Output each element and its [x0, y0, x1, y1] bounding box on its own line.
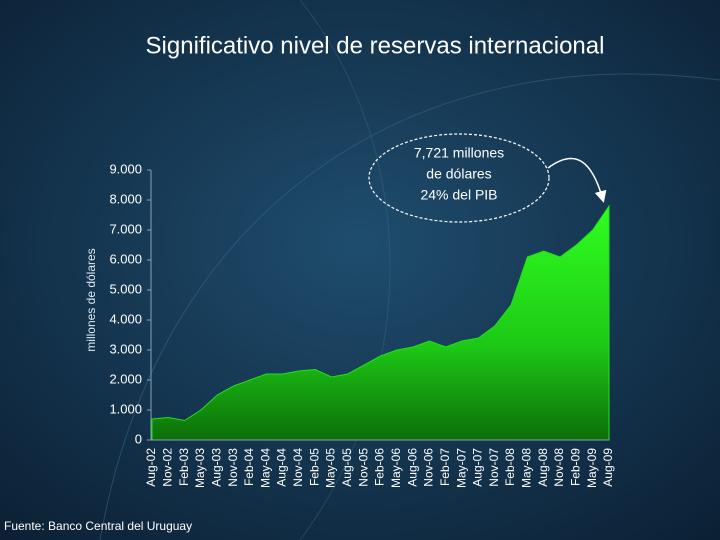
x-tick-label: Aug-04 — [275, 448, 289, 487]
chart-title: Significativo nivel de reservas internac… — [146, 32, 605, 59]
x-tick-label: May-06 — [389, 448, 403, 488]
x-tick-label: Aug-08 — [536, 448, 550, 487]
y-tick-label: 9.000 — [109, 161, 142, 176]
y-tick-label: 2.000 — [109, 371, 142, 386]
x-tick-label: Feb-04 — [242, 448, 256, 486]
annotation: de dólares — [426, 166, 491, 182]
y-tick-label: 8.000 — [109, 191, 142, 206]
annotation-arrow — [547, 157, 607, 203]
x-tick-label: Feb-05 — [307, 448, 321, 486]
y-axis-label: millones de dólares — [84, 248, 98, 351]
x-tick-label: Aug-09 — [601, 448, 615, 487]
annotation-ellipse — [368, 133, 550, 223]
x-tick-label: May-09 — [585, 448, 599, 488]
y-tick-label: 6.000 — [109, 251, 142, 266]
y-tick-label: 5.000 — [109, 281, 142, 296]
x-tick-label: Feb-07 — [438, 448, 452, 486]
x-tick-label: Nov-08 — [552, 448, 566, 487]
y-tick-label: 7.000 — [109, 221, 142, 236]
y-tick-label: 1.000 — [109, 401, 142, 416]
x-tick-label: May-05 — [324, 448, 338, 488]
source: Fuente: Banco Central del Uruguay — [4, 519, 192, 533]
x-tick-label: Nov-02 — [160, 448, 174, 487]
x-tick-label: Nov-04 — [291, 448, 305, 487]
area — [151, 204, 610, 441]
decor-arc — [299, 0, 391, 540]
x-tick-label: May-07 — [454, 448, 468, 488]
x-tick-label: Aug-02 — [144, 448, 158, 487]
x-tick-label: Feb-08 — [503, 448, 517, 486]
x-tick-label: Feb-06 — [373, 448, 387, 486]
x-tick-label: Aug-05 — [340, 448, 354, 487]
x-tick-label: Nov-03 — [226, 448, 240, 487]
x-tick-label: May-03 — [193, 448, 207, 488]
x-tick-label: Aug-07 — [471, 448, 485, 487]
x-tick-label: Aug-03 — [209, 448, 223, 487]
y-tick-label: 3.000 — [109, 341, 142, 356]
x-tick-label: Aug-06 — [405, 448, 419, 487]
x-tick-label: Nov-07 — [487, 448, 501, 487]
x-tick-label: May-08 — [520, 448, 534, 488]
y-tick-label: 4.000 — [109, 311, 142, 326]
x-tick-label: Nov-05 — [356, 448, 370, 487]
annotation: 7,721 millones — [414, 145, 504, 161]
decor-arc — [99, 73, 720, 540]
x-tick-label: Feb-03 — [177, 448, 191, 486]
x-tick-label: May-04 — [258, 448, 272, 488]
x-tick-label: Nov-06 — [422, 448, 436, 487]
annotation: 24% del PIB — [420, 187, 497, 203]
x-tick-label: Feb-09 — [569, 448, 583, 486]
y-tick-label: 0 — [135, 431, 142, 446]
